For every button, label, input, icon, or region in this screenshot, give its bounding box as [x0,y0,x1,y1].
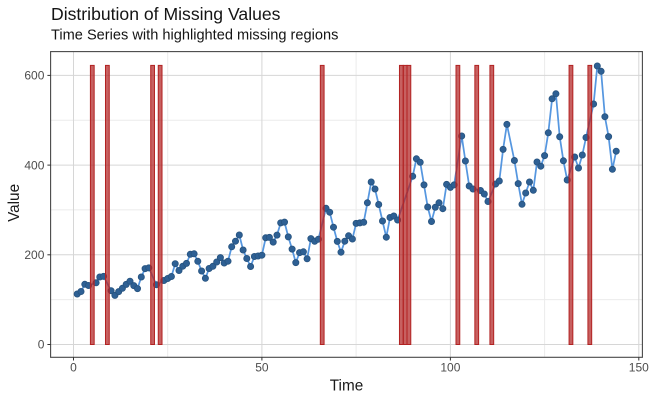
svg-text:50: 50 [255,361,269,375]
svg-text:Distribution of Missing Values: Distribution of Missing Values [51,4,281,24]
svg-text:Value: Value [6,184,23,222]
svg-text:0: 0 [38,338,45,352]
svg-text:400: 400 [24,158,44,172]
svg-text:Time Series with highlighted m: Time Series with highlighted missing reg… [51,28,338,44]
svg-text:Time: Time [330,377,363,394]
svg-text:0: 0 [70,361,77,375]
svg-text:200: 200 [24,248,44,262]
svg-text:600: 600 [24,69,44,83]
svg-text:150: 150 [629,361,649,375]
svg-text:100: 100 [440,361,460,375]
